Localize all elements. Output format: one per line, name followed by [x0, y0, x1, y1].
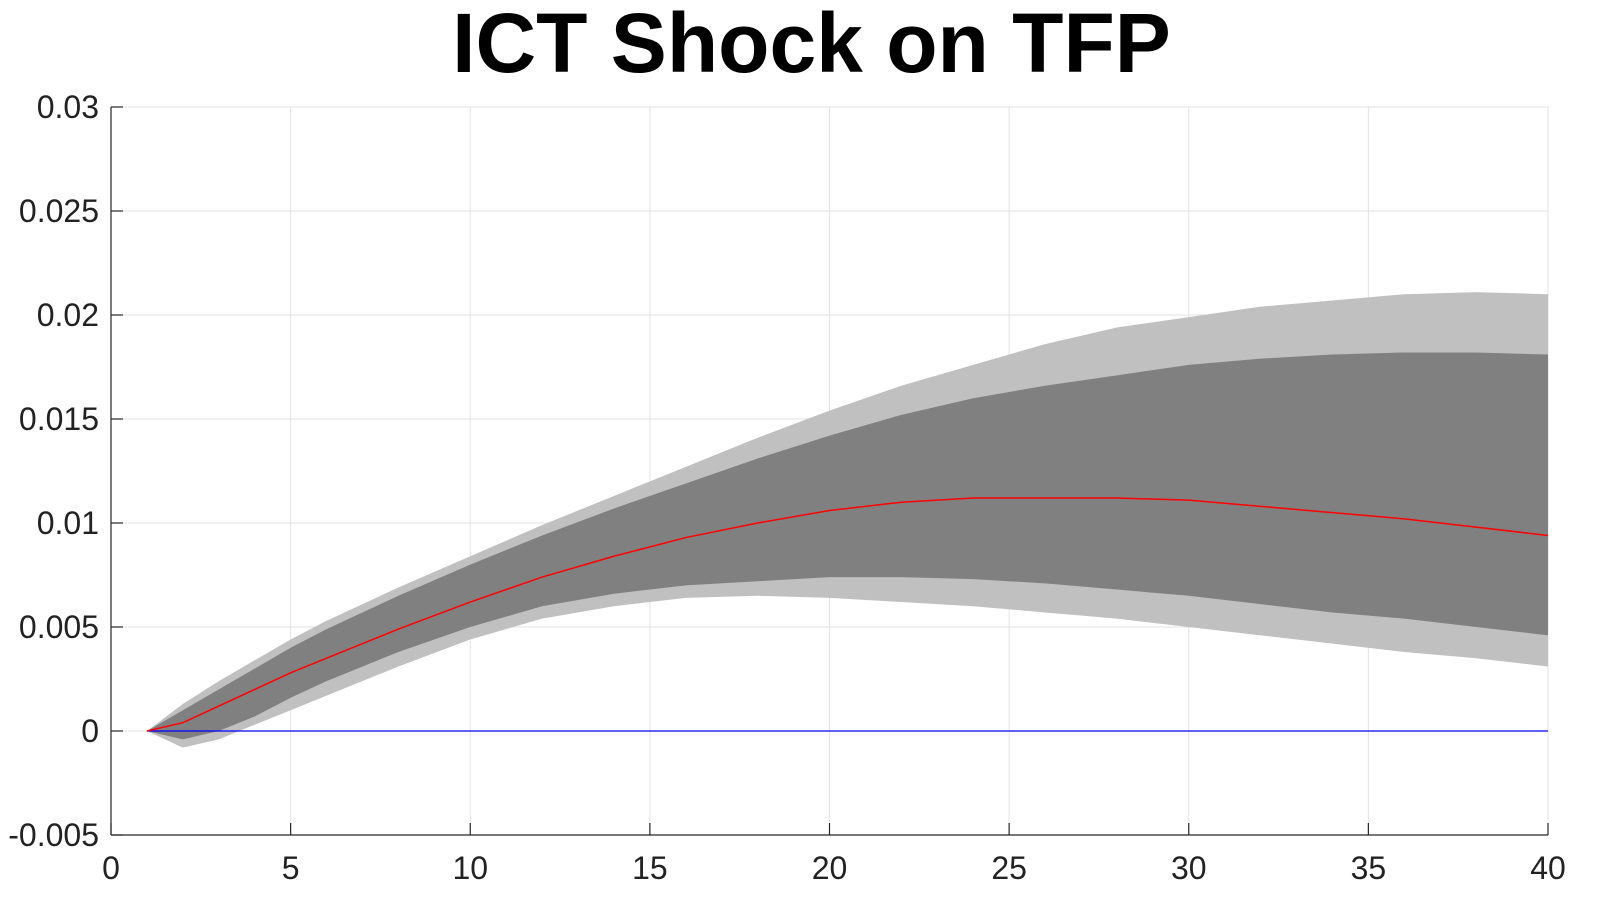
y-tick-label-7: 0.03	[37, 89, 99, 125]
y-tick-label-2: 0.005	[19, 609, 99, 645]
x-tick-label-6: 30	[1171, 850, 1207, 886]
x-tick-label-3: 15	[632, 850, 668, 886]
x-tick-label-1: 5	[282, 850, 300, 886]
x-tick-label-8: 40	[1530, 850, 1566, 886]
median-response-line	[146, 497, 1549, 732]
y-tick-label-5: 0.02	[37, 297, 99, 333]
x-tick-label-2: 10	[452, 850, 488, 886]
x-tick-label-0: 0	[102, 850, 120, 886]
chart-title: ICT Shock on TFP	[452, 0, 1171, 90]
x-tick-label-7: 35	[1351, 850, 1387, 886]
x-tick-label-4: 20	[812, 850, 848, 886]
x-tick-label-5: 25	[991, 850, 1027, 886]
y-tick-label-3: 0.01	[37, 505, 99, 541]
y-tick-label-0: -0.005	[8, 817, 99, 853]
y-tick-label-1: 0	[81, 713, 99, 749]
y-tick-label-4: 0.015	[19, 401, 99, 437]
y-tick-label-6: 0.025	[19, 193, 99, 229]
inner-confidence-band	[146, 352, 1548, 740]
